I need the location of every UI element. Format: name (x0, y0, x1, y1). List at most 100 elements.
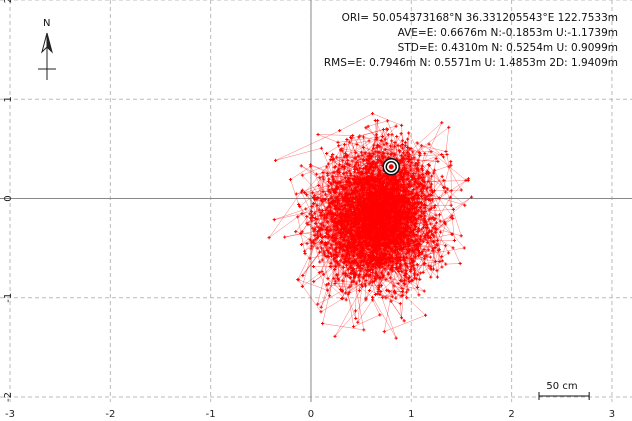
data-point (345, 210, 349, 214)
data-point (326, 277, 330, 281)
data-point (398, 244, 402, 248)
data-point (409, 146, 413, 150)
data-point (378, 209, 382, 213)
data-point (326, 189, 330, 193)
data-point (390, 210, 394, 215)
data-point (358, 256, 363, 260)
data-point (411, 263, 415, 267)
data-point (390, 267, 394, 272)
data-point (394, 124, 398, 128)
data-point (312, 229, 316, 233)
data-point (410, 215, 414, 219)
data-point (399, 153, 403, 158)
data-point (335, 201, 340, 205)
data-point (329, 265, 333, 269)
data-point (332, 189, 336, 193)
data-point (393, 153, 397, 157)
data-point (394, 336, 398, 340)
data-point (364, 190, 369, 194)
data-point (313, 227, 317, 231)
data-point (412, 156, 416, 160)
data-point (350, 271, 354, 275)
data-point (348, 140, 352, 144)
data-point (418, 234, 423, 238)
data-point (386, 250, 390, 254)
data-point (377, 155, 381, 159)
info-stddev: STD=E: 0.4310m N: 0.5254m U: 0.9099m (398, 42, 618, 54)
x-tick-labels: -3 -2 -1 0 1 2 3 (5, 409, 615, 420)
data-point (322, 216, 326, 220)
data-point (354, 206, 359, 210)
data-point (394, 194, 398, 198)
data-point (332, 170, 336, 174)
data-point (336, 261, 340, 265)
data-point (387, 257, 392, 261)
data-point (360, 194, 365, 198)
data-point (442, 178, 446, 183)
data-point (361, 190, 365, 195)
data-point (452, 238, 457, 243)
data-point (316, 229, 320, 234)
data-point (310, 191, 315, 195)
data-point (399, 210, 404, 214)
data-point (330, 219, 334, 224)
data-point (315, 246, 319, 250)
data-point (310, 204, 314, 209)
data-point (338, 129, 342, 133)
data-point (360, 236, 364, 240)
data-point (367, 187, 371, 191)
data-point (387, 204, 392, 208)
data-point (417, 293, 421, 297)
data-point (350, 217, 354, 221)
data-point (427, 171, 431, 175)
y-tick-label: 1 (3, 96, 14, 102)
data-point (407, 275, 412, 279)
data-point (340, 147, 344, 151)
data-point (394, 211, 398, 215)
data-point (370, 172, 374, 176)
data-point (382, 236, 386, 240)
data-point (342, 236, 346, 240)
data-point (387, 234, 391, 238)
data-point (401, 239, 405, 243)
data-point (357, 226, 362, 230)
data-point (336, 219, 341, 223)
data-point (355, 199, 359, 203)
data-point (366, 179, 370, 184)
data-point (325, 213, 329, 217)
data-point (409, 157, 413, 161)
data-point (429, 182, 434, 186)
data-point (396, 255, 400, 259)
data-point (352, 224, 356, 229)
data-point (346, 267, 351, 271)
data-point (420, 252, 424, 256)
data-point (411, 195, 415, 199)
data-point (433, 203, 437, 208)
data-point (343, 176, 347, 180)
data-point (429, 275, 433, 279)
data-point (407, 280, 411, 284)
data-point (394, 215, 398, 220)
data-point (420, 191, 424, 195)
data-point (369, 178, 373, 183)
data-point (350, 280, 354, 284)
data-point (384, 278, 388, 282)
data-point (425, 233, 429, 238)
data-point (372, 143, 376, 147)
data-point (421, 178, 425, 182)
data-point (408, 230, 413, 234)
data-point (351, 260, 355, 265)
data-point (329, 243, 333, 247)
data-point (373, 235, 377, 240)
data-point (347, 285, 351, 289)
data-point (334, 232, 338, 236)
data-point (388, 190, 393, 195)
data-point (319, 226, 323, 230)
data-point (373, 183, 377, 187)
data-point (315, 203, 319, 208)
data-point (392, 174, 396, 179)
data-point (327, 234, 331, 238)
data-point (378, 292, 382, 297)
data-point (366, 274, 370, 278)
data-point (358, 191, 362, 196)
